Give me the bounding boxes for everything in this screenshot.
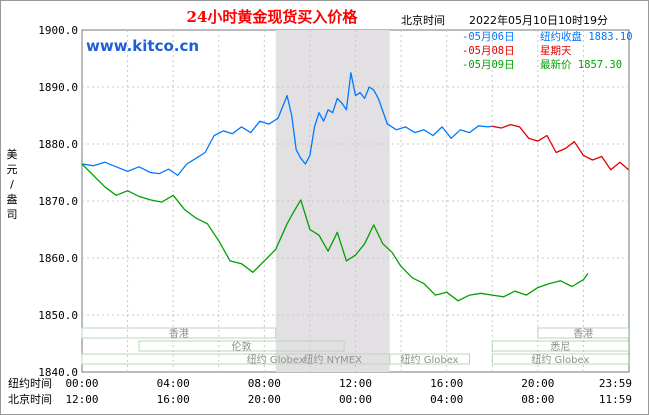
x-tick-label: 16:00 bbox=[430, 377, 463, 390]
y-tick-label: 1870.0 bbox=[38, 195, 78, 208]
y-label-char: 元 bbox=[7, 163, 18, 176]
x-row-label: 纽约时间 bbox=[8, 376, 52, 390]
y-tick-label: 1900.0 bbox=[38, 24, 78, 37]
y-axis-label: 美元 /盎司 bbox=[7, 148, 18, 221]
x-tick-label: 00:00 bbox=[65, 377, 98, 390]
x-tick-label: 12:00 bbox=[65, 393, 98, 406]
y-axis: 1900.0 1890.0 1880.0 1870.0 1860.0 1850.0 1840… bbox=[38, 24, 78, 379]
x-row-label: 北京时间 bbox=[8, 392, 52, 406]
session-bar bbox=[491, 340, 630, 352]
timestamp: 2022年05月10日10时19分 bbox=[469, 13, 608, 27]
legend-text: 星期天 bbox=[540, 45, 572, 57]
grid bbox=[82, 30, 629, 372]
y-label-char: 司 bbox=[7, 208, 18, 221]
legend-key: -05月08日 bbox=[462, 45, 515, 57]
session-label: 纽约 Globex bbox=[401, 353, 459, 366]
series-line bbox=[81, 163, 589, 302]
session-label: 香港 bbox=[169, 328, 189, 340]
y-tick-label: 1880.0 bbox=[38, 138, 78, 151]
session-label: 纽约 Globex bbox=[531, 353, 589, 366]
series-line bbox=[492, 123, 629, 171]
series-line bbox=[81, 72, 493, 177]
session-bar bbox=[389, 353, 470, 365]
x-tick-label: 20:00 bbox=[521, 377, 554, 390]
x-tick-label: 00:00 bbox=[339, 393, 372, 406]
x-tick-label: 04:00 bbox=[430, 393, 463, 406]
y-label-char: 盎 bbox=[7, 192, 18, 206]
x-tick-label: 12:00 bbox=[339, 377, 372, 390]
y-tick-label: 1840.0 bbox=[38, 366, 78, 379]
x-tick-label: 04:00 bbox=[157, 377, 190, 390]
x-tick-label: 23:59 bbox=[599, 377, 632, 390]
kitco-watermark: www.kitco.cn bbox=[86, 37, 199, 55]
legend-text: 纽约收盘 1883.10 bbox=[540, 30, 633, 43]
series-lines bbox=[81, 72, 629, 302]
timestamp-label: 北京时间 bbox=[401, 13, 445, 27]
x-tick-label: 11:59 bbox=[599, 393, 632, 406]
x-tick-label: 08:00 bbox=[248, 377, 281, 390]
x-tick-label: 16:00 bbox=[157, 393, 190, 406]
session-bar bbox=[491, 353, 630, 365]
legend-key: -05月06日 bbox=[462, 31, 515, 43]
legend-text: 最新价 1857.30 bbox=[540, 58, 622, 71]
session-label: 伦敦 bbox=[232, 340, 252, 353]
session-label: 纽约 NYMEX bbox=[303, 353, 362, 366]
session-label: 悉尼 bbox=[550, 341, 570, 353]
y-tick-label: 1860.0 bbox=[38, 252, 78, 265]
session-bar bbox=[537, 327, 630, 339]
chart-title: 24小时黄金现货买入价格 bbox=[187, 8, 359, 26]
session-bar bbox=[81, 327, 277, 339]
legend-key: -05月09日 bbox=[462, 59, 515, 71]
session-label: 香港 bbox=[573, 328, 593, 340]
x-tick-label: 20:00 bbox=[248, 393, 281, 406]
legend: -05月06日 纽约收盘 1883.10 -05月08日 星期天 -05月09日 最新价 … bbox=[462, 30, 633, 71]
y-label-char: 美 bbox=[7, 148, 18, 161]
x-tick-label: 08:00 bbox=[521, 393, 554, 406]
y-tick-label: 1890.0 bbox=[38, 81, 78, 94]
x-axis: 纽约时间 00:00 04:00 08:00 12:00 16:00 20:00 23:59 北… bbox=[8, 376, 632, 406]
y-label-char: / bbox=[10, 178, 14, 191]
y-tick-label: 1850.0 bbox=[38, 309, 78, 322]
session-bar bbox=[138, 340, 345, 352]
